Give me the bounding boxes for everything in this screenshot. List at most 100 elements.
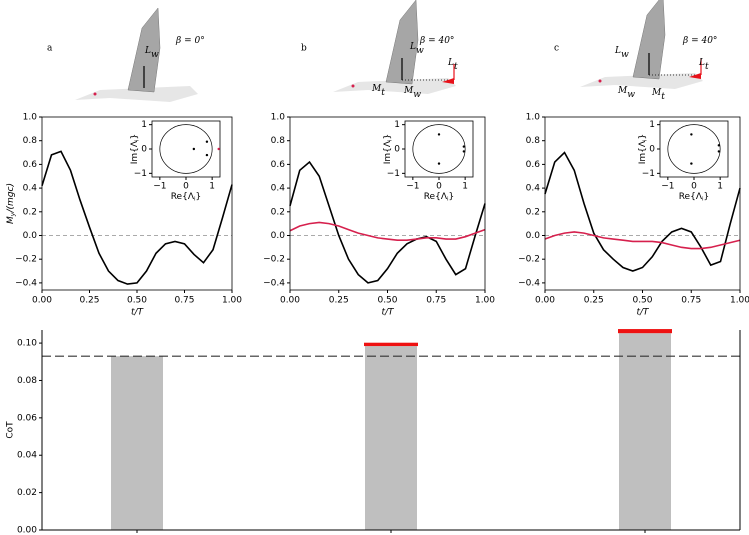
inset-y-label-part: }: [638, 134, 648, 140]
illustration-wing: [385, 0, 419, 85]
line-series: [289, 221, 486, 242]
plot-frame: [544, 116, 741, 291]
eigenvalue-point: [205, 153, 209, 157]
annotation-part: M: [651, 88, 662, 98]
y-tick-label: 1.0: [526, 113, 541, 123]
x-axis-label: t/T: [636, 308, 650, 318]
inset-x-tick-label: 1: [717, 182, 723, 192]
illustration-wing: [632, 0, 666, 80]
plot-frame: [289, 116, 486, 291]
y-tick-label: 0.10: [17, 339, 37, 349]
x-tick-label: 0.25: [329, 296, 349, 306]
y-tick-label: 0.4: [23, 184, 38, 194]
annotation-sub: w: [413, 89, 421, 99]
y-tick-label: 0.0: [23, 231, 38, 241]
eigenvalue-point: [717, 150, 721, 153]
inset-area: [151, 120, 221, 178]
x-tick-label: 0.75: [681, 296, 701, 306]
annotation-part: L: [409, 42, 416, 52]
inset-x-tick-label: 0: [691, 182, 697, 192]
inset-x-tick-label: −1: [661, 182, 674, 192]
eigenvalue-point: [717, 144, 721, 147]
inset-y-tick-label: −1: [387, 169, 400, 179]
annotation-part: M: [371, 84, 382, 94]
inset-x-tick-label: −1: [406, 182, 419, 192]
y-tick-label: −0.4: [518, 278, 540, 288]
y-tick-label: −0.4: [15, 278, 37, 288]
eigenvalue-point: [437, 133, 441, 136]
panel-label: a: [47, 44, 53, 54]
eigenvalue-point: [462, 145, 466, 148]
x-tick-label: 0.00: [535, 296, 555, 306]
annotation-sub: t: [705, 61, 709, 71]
inset-y-label-sub: i: [387, 139, 393, 141]
y-tick-label: −0.2: [263, 255, 285, 265]
inset-x-label-part: }: [196, 192, 202, 202]
illustration-body: [75, 86, 198, 102]
inset-x-label-part: Re{Λ: [679, 192, 703, 202]
bar-segment: [365, 346, 417, 530]
y-tick-label: −0.2: [518, 255, 540, 265]
annotation: Mt: [651, 88, 665, 102]
y-tick-label: 0.8: [271, 136, 286, 146]
inset-x-label: Re{Λi}: [679, 192, 710, 202]
y-tick-label: 0.8: [526, 136, 541, 146]
annotation-part: β = 40°: [682, 36, 717, 46]
illustration-eye: [598, 79, 602, 83]
eigenvalue-point: [690, 133, 693, 136]
unit-circle: [412, 124, 466, 174]
inset-y-label-part: Im{Λ: [383, 140, 393, 164]
y-tick-label: 0.2: [271, 207, 285, 217]
line-series: [289, 160, 486, 284]
inset-y-tick-label: 1: [394, 120, 400, 130]
inset-y-tick-label: −1: [134, 169, 147, 179]
inset-area: [659, 120, 729, 178]
x-tick-label: 0.75: [174, 296, 194, 306]
inset-y-tick-label: 0: [649, 145, 655, 155]
y-tick-label: 0.6: [23, 160, 38, 170]
x-tick-label: 0.25: [79, 296, 99, 306]
y-axis-label: My/(mgc): [6, 183, 17, 224]
illustration-wing: [127, 7, 161, 93]
y-axis-label-part: /(mgc): [6, 183, 16, 213]
inset-y-label-sub: i: [134, 139, 140, 141]
y-tick-label: 0.6: [526, 160, 541, 170]
bar-segment: [111, 356, 163, 530]
unit-circle: [159, 124, 213, 174]
inset-x-tick-label: 1: [209, 182, 215, 192]
eigenvalue-point: [437, 162, 441, 165]
inset-x-label-sub: i: [194, 196, 196, 202]
annotation-part: L: [698, 58, 705, 68]
y-axis-label-sub: y: [10, 212, 17, 217]
y-tick-label: 0.2: [23, 207, 37, 217]
annotation-sub: w: [416, 45, 424, 55]
illustration-eye: [351, 84, 355, 88]
inset-y-label: Im{Λi}: [130, 134, 140, 165]
inset-y-tick-label: 1: [649, 120, 655, 130]
inset-y-tick-label: 0: [141, 145, 147, 155]
illustration-eye: [93, 92, 97, 96]
y-tick-label: −0.4: [263, 278, 285, 288]
inset-y-tick-label: 1: [141, 120, 147, 130]
y-tick-label: 0.04: [17, 451, 37, 461]
inset-x-tick-label: 1: [462, 182, 468, 192]
panel-label: c: [554, 44, 559, 54]
annotation: Lt: [698, 58, 709, 72]
annotation: Lw: [144, 46, 159, 60]
annotation: Lw: [614, 46, 629, 60]
x-tick-label: 1.00: [475, 296, 495, 306]
inset-x-label-sub: i: [702, 196, 704, 202]
annotation-part: L: [614, 46, 621, 56]
illustration-tail: [689, 73, 701, 79]
annotation-sub: w: [621, 49, 629, 59]
inset-y-label: Im{Λi}: [383, 134, 393, 165]
line-series: [41, 150, 233, 285]
annotation: β = 40°: [419, 36, 454, 46]
line-series: [544, 151, 741, 272]
inset-y-label-part: }: [130, 134, 140, 140]
panel-label: b: [301, 44, 307, 54]
y-tick-label: 0.6: [271, 160, 286, 170]
line-series: [544, 231, 741, 250]
inset-x-label-part: }: [449, 192, 455, 202]
plot-frame: [41, 116, 233, 291]
